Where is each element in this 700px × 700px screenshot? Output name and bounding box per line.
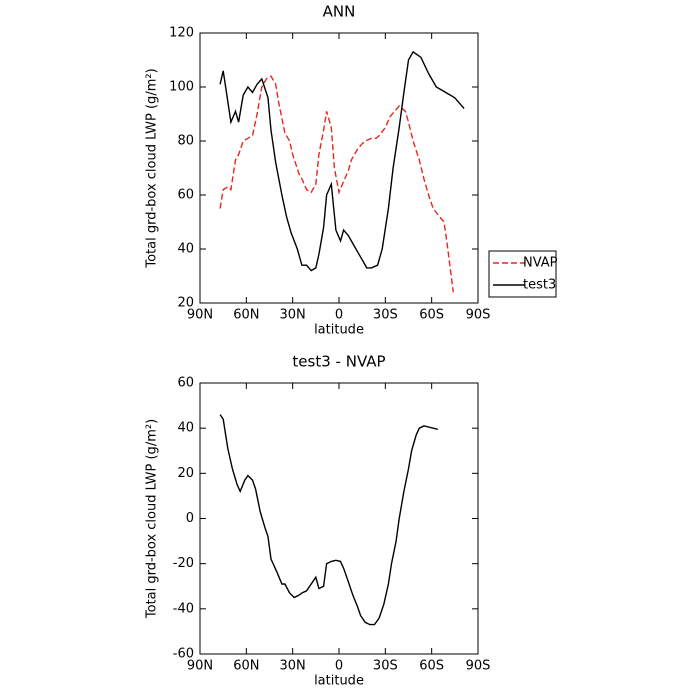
x-tick-label: 90S: [466, 308, 491, 323]
y-tick-label: 40: [177, 421, 194, 436]
x-tick-label: 60N: [233, 659, 259, 674]
chart-title: test3 - NVAP: [292, 353, 385, 371]
y-tick-label: 20: [177, 296, 194, 311]
series-line: [219, 50, 465, 272]
y-tick-label: 60: [177, 188, 194, 203]
x-tick-label: 90N: [187, 659, 213, 674]
y-tick-label: -60: [173, 647, 194, 662]
series-line: [219, 414, 438, 626]
y-tick-label: 0: [186, 511, 194, 526]
x-tick-label: 60N: [233, 308, 259, 323]
y-tick-label: 60: [177, 376, 194, 391]
legend-label: test3: [523, 278, 556, 293]
y-tick-label: 120: [169, 26, 194, 41]
series-line: [219, 75, 454, 293]
y-tick-label: -40: [173, 601, 194, 616]
x-tick-label: 30N: [280, 659, 306, 674]
x-tick-label: 0: [335, 659, 343, 674]
x-tick-label: 90N: [187, 308, 213, 323]
legend-box: [488, 250, 557, 298]
x-tick-label: 30S: [373, 659, 398, 674]
y-tick-label: 80: [177, 134, 194, 149]
legend-label: NVAP: [523, 256, 558, 271]
x-tick-label: 0: [335, 308, 343, 323]
y-tick-label: 100: [169, 80, 194, 95]
y-axis-label: Total grd-box cloud LWP (g/m²): [145, 68, 160, 268]
plot-frame: [199, 32, 479, 304]
x-axis-label: latitude: [314, 323, 364, 338]
x-tick-label: 30S: [373, 308, 398, 323]
x-tick-label: 60S: [419, 308, 444, 323]
y-tick-label: 20: [177, 466, 194, 481]
x-tick-label: 90S: [466, 659, 491, 674]
x-tick-label: 60S: [419, 659, 444, 674]
chart-title: ANN: [323, 3, 356, 21]
y-tick-label: -20: [173, 556, 194, 571]
y-axis-label: Total grd-box cloud LWP (g/m²): [145, 419, 160, 619]
x-axis-label: latitude: [314, 674, 364, 689]
plot-frame: [199, 382, 479, 655]
x-tick-label: 30N: [280, 308, 306, 323]
y-tick-label: 40: [177, 242, 194, 257]
